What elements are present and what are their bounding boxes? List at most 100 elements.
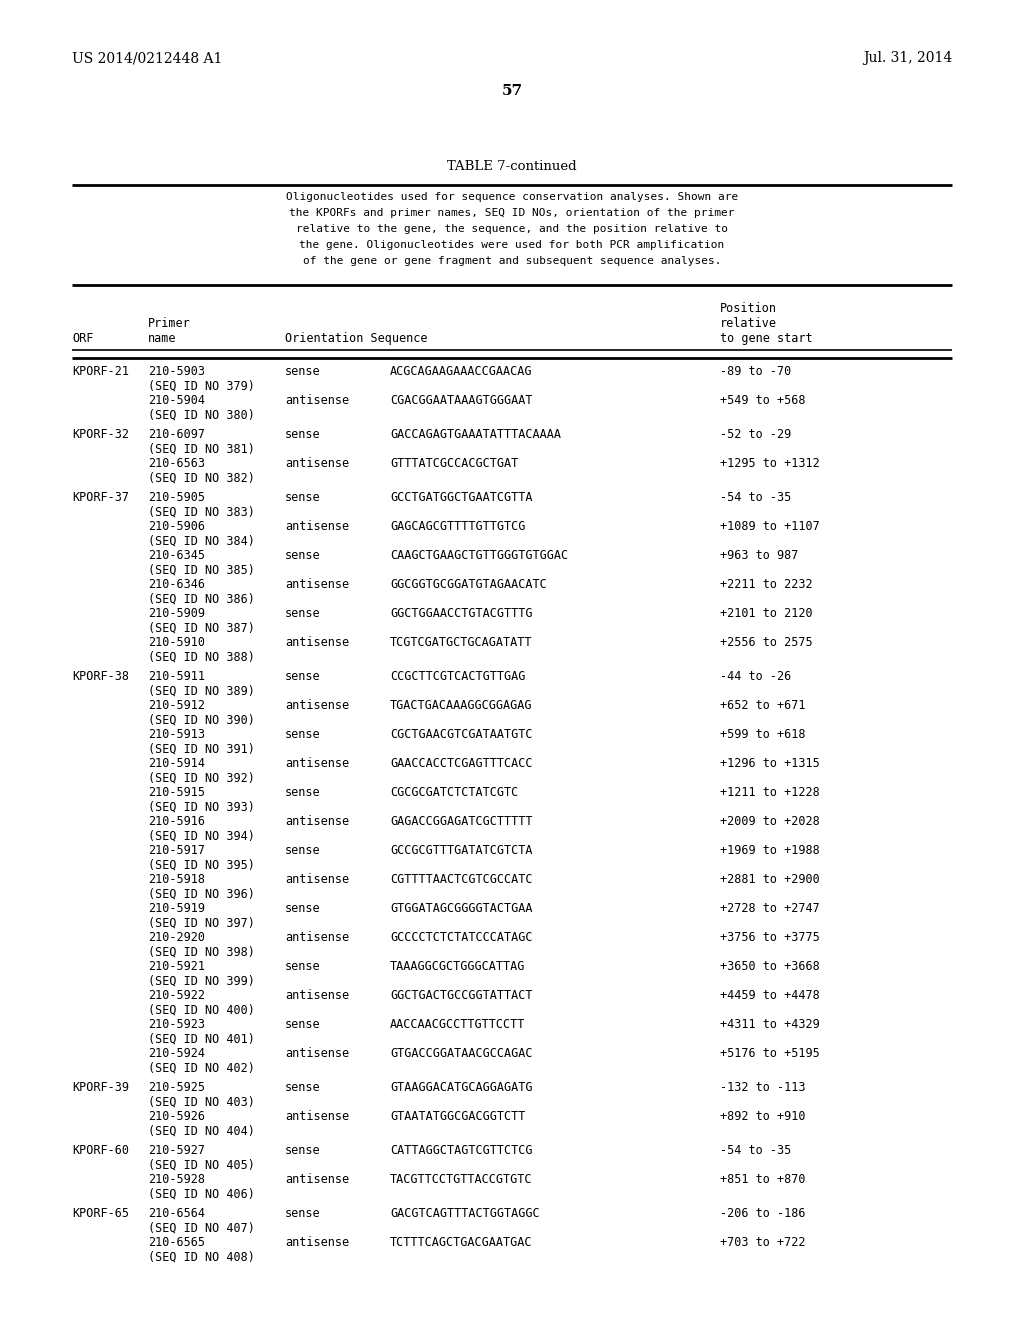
Text: sense: sense: [285, 785, 321, 799]
Text: relative: relative: [720, 317, 777, 330]
Text: sense: sense: [285, 491, 321, 504]
Text: +1089 to +1107: +1089 to +1107: [720, 520, 820, 533]
Text: to gene start: to gene start: [720, 333, 813, 345]
Text: CGCGCGATCTCTATCGTC: CGCGCGATCTCTATCGTC: [390, 785, 518, 799]
Text: 210-6565: 210-6565: [148, 1236, 205, 1249]
Text: antisense: antisense: [285, 873, 349, 886]
Text: 210-5927: 210-5927: [148, 1144, 205, 1158]
Text: -52 to -29: -52 to -29: [720, 428, 792, 441]
Text: sense: sense: [285, 607, 321, 620]
Text: antisense: antisense: [285, 578, 349, 591]
Text: sense: sense: [285, 1206, 321, 1220]
Text: (SEQ ID NO 392): (SEQ ID NO 392): [148, 771, 255, 784]
Text: -89 to -70: -89 to -70: [720, 366, 792, 378]
Text: KPORF-37: KPORF-37: [72, 491, 129, 504]
Text: KPORF-32: KPORF-32: [72, 428, 129, 441]
Text: sense: sense: [285, 902, 321, 915]
Text: 210-5911: 210-5911: [148, 671, 205, 682]
Text: Jul. 31, 2014: Jul. 31, 2014: [863, 51, 952, 65]
Text: the KPORFs and primer names, SEQ ID NOs, orientation of the primer: the KPORFs and primer names, SEQ ID NOs,…: [289, 209, 735, 218]
Text: (SEQ ID NO 380): (SEQ ID NO 380): [148, 408, 255, 421]
Text: +652 to +671: +652 to +671: [720, 700, 806, 711]
Text: TGACTGACAAAGGCGGAGAG: TGACTGACAAAGGCGGAGAG: [390, 700, 532, 711]
Text: sense: sense: [285, 671, 321, 682]
Text: KPORF-38: KPORF-38: [72, 671, 129, 682]
Text: GGCTGGAACCTGTACGTTTG: GGCTGGAACCTGTACGTTTG: [390, 607, 532, 620]
Text: -206 to -186: -206 to -186: [720, 1206, 806, 1220]
Text: 210-5904: 210-5904: [148, 393, 205, 407]
Text: (SEQ ID NO 403): (SEQ ID NO 403): [148, 1096, 255, 1109]
Text: antisense: antisense: [285, 989, 349, 1002]
Text: GAACCACCTCGAGTTTCACC: GAACCACCTCGAGTTTCACC: [390, 756, 532, 770]
Text: 210-6345: 210-6345: [148, 549, 205, 562]
Text: 210-6563: 210-6563: [148, 457, 205, 470]
Text: KPORF-21: KPORF-21: [72, 366, 129, 378]
Text: CCGCTTCGTCACTGTTGAG: CCGCTTCGTCACTGTTGAG: [390, 671, 525, 682]
Text: GGCTGACTGCCGGTATTACT: GGCTGACTGCCGGTATTACT: [390, 989, 532, 1002]
Text: antisense: antisense: [285, 393, 349, 407]
Text: sense: sense: [285, 428, 321, 441]
Text: 210-6097: 210-6097: [148, 428, 205, 441]
Text: 210-5918: 210-5918: [148, 873, 205, 886]
Text: sense: sense: [285, 366, 321, 378]
Text: +4311 to +4329: +4311 to +4329: [720, 1018, 820, 1031]
Text: (SEQ ID NO 391): (SEQ ID NO 391): [148, 742, 255, 755]
Text: relative to the gene, the sequence, and the position relative to: relative to the gene, the sequence, and …: [296, 224, 728, 234]
Text: TACGTTCCTGTTACCGTGTC: TACGTTCCTGTTACCGTGTC: [390, 1173, 532, 1185]
Text: TCGTCGATGCTGCAGATATT: TCGTCGATGCTGCAGATATT: [390, 636, 532, 649]
Text: (SEQ ID NO 407): (SEQ ID NO 407): [148, 1221, 255, 1234]
Text: antisense: antisense: [285, 700, 349, 711]
Text: GGCGGTGCGGATGTAGAACATC: GGCGGTGCGGATGTAGAACATC: [390, 578, 547, 591]
Text: (SEQ ID NO 379): (SEQ ID NO 379): [148, 380, 255, 392]
Text: 210-5916: 210-5916: [148, 814, 205, 828]
Text: of the gene or gene fragment and subsequent sequence analyses.: of the gene or gene fragment and subsequ…: [303, 256, 721, 267]
Text: GAGCAGCGTTTTGTTGTCG: GAGCAGCGTTTTGTTGTCG: [390, 520, 525, 533]
Text: the gene. Oligonucleotides were used for both PCR amplification: the gene. Oligonucleotides were used for…: [299, 240, 725, 249]
Text: +892 to +910: +892 to +910: [720, 1110, 806, 1123]
Text: +703 to +722: +703 to +722: [720, 1236, 806, 1249]
Text: antisense: antisense: [285, 1236, 349, 1249]
Text: +2211 to 2232: +2211 to 2232: [720, 578, 813, 591]
Text: ORF: ORF: [72, 333, 93, 345]
Text: -54 to -35: -54 to -35: [720, 1144, 792, 1158]
Text: US 2014/0212448 A1: US 2014/0212448 A1: [72, 51, 222, 65]
Text: 210-5926: 210-5926: [148, 1110, 205, 1123]
Text: GAGACCGGAGATCGCTTTTT: GAGACCGGAGATCGCTTTTT: [390, 814, 532, 828]
Text: (SEQ ID NO 400): (SEQ ID NO 400): [148, 1003, 255, 1016]
Text: CGTTTTAACTCGTCGCCATC: CGTTTTAACTCGTCGCCATC: [390, 873, 532, 886]
Text: 210-5917: 210-5917: [148, 843, 205, 857]
Text: 210-5903: 210-5903: [148, 366, 205, 378]
Text: TABLE 7-continued: TABLE 7-continued: [447, 160, 577, 173]
Text: 210-5921: 210-5921: [148, 960, 205, 973]
Text: TCTTTCAGCTGACGAATGAC: TCTTTCAGCTGACGAATGAC: [390, 1236, 532, 1249]
Text: sense: sense: [285, 1081, 321, 1094]
Text: GCCCCTCTCTATCCCATAGC: GCCCCTCTCTATCCCATAGC: [390, 931, 532, 944]
Text: -54 to -35: -54 to -35: [720, 491, 792, 504]
Text: +3756 to +3775: +3756 to +3775: [720, 931, 820, 944]
Text: GACGTCAGTTTACTGGTAGGC: GACGTCAGTTTACTGGTAGGC: [390, 1206, 540, 1220]
Text: 210-5906: 210-5906: [148, 520, 205, 533]
Text: +4459 to +4478: +4459 to +4478: [720, 989, 820, 1002]
Text: antisense: antisense: [285, 1173, 349, 1185]
Text: GTTTATCGCCACGCTGAT: GTTTATCGCCACGCTGAT: [390, 457, 518, 470]
Text: sense: sense: [285, 1144, 321, 1158]
Text: +851 to +870: +851 to +870: [720, 1173, 806, 1185]
Text: +1969 to +1988: +1969 to +1988: [720, 843, 820, 857]
Text: (SEQ ID NO 388): (SEQ ID NO 388): [148, 651, 255, 664]
Text: 210-5925: 210-5925: [148, 1081, 205, 1094]
Text: antisense: antisense: [285, 814, 349, 828]
Text: Primer: Primer: [148, 317, 190, 330]
Text: GTGACCGGATAACGCCAGAC: GTGACCGGATAACGCCAGAC: [390, 1047, 532, 1060]
Text: (SEQ ID NO 406): (SEQ ID NO 406): [148, 1188, 255, 1200]
Text: 210-5922: 210-5922: [148, 989, 205, 1002]
Text: GTAATATGGCGACGGTCTT: GTAATATGGCGACGGTCTT: [390, 1110, 525, 1123]
Text: sense: sense: [285, 549, 321, 562]
Text: (SEQ ID NO 404): (SEQ ID NO 404): [148, 1125, 255, 1138]
Text: antisense: antisense: [285, 520, 349, 533]
Text: CGCTGAACGTCGATAATGTC: CGCTGAACGTCGATAATGTC: [390, 729, 532, 741]
Text: (SEQ ID NO 394): (SEQ ID NO 394): [148, 829, 255, 842]
Text: (SEQ ID NO 397): (SEQ ID NO 397): [148, 916, 255, 929]
Text: GTGGATAGCGGGGTACTGAA: GTGGATAGCGGGGTACTGAA: [390, 902, 532, 915]
Text: antisense: antisense: [285, 1047, 349, 1060]
Text: (SEQ ID NO 398): (SEQ ID NO 398): [148, 945, 255, 958]
